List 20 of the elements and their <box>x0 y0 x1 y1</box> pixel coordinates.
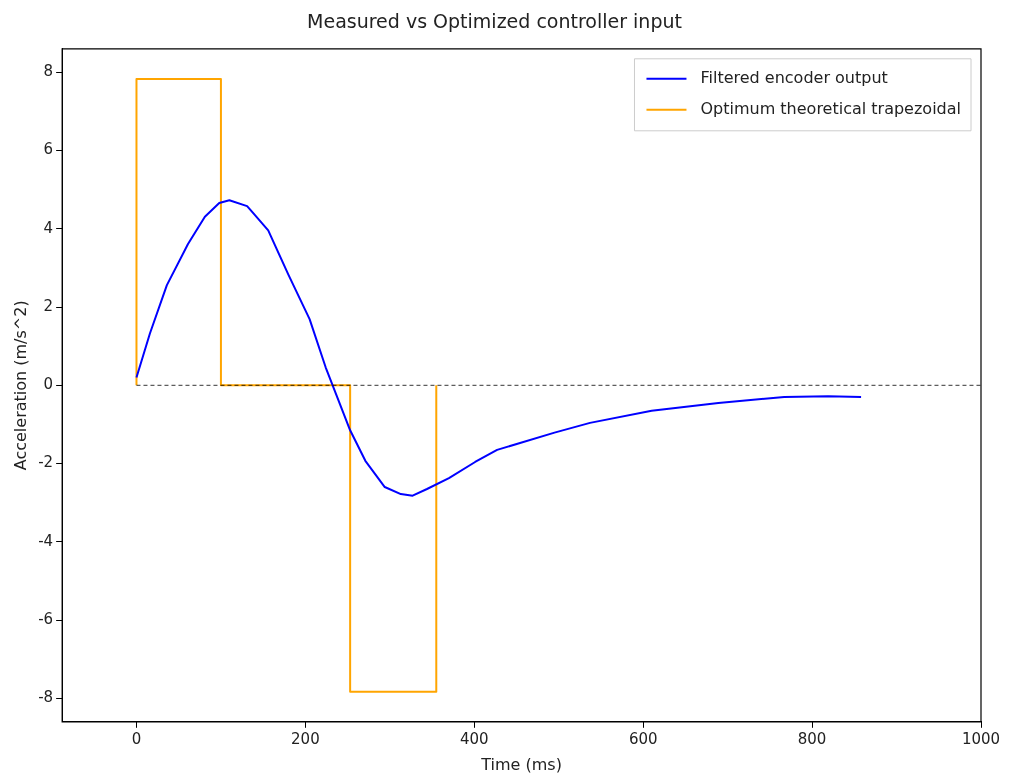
x-axis-title: Time (ms) <box>480 754 562 774</box>
chart-title: Measured vs Optimized controller input <box>307 10 682 33</box>
y-tick-label: -4 <box>38 531 54 550</box>
y-tick-label: 2 <box>43 296 54 315</box>
y-tick-label: 0 <box>43 375 54 394</box>
y-axis-title: Acceleration (m/s^2) <box>10 300 30 471</box>
x-tick-label: 800 <box>797 729 827 748</box>
x-tick-label: 200 <box>291 729 320 748</box>
y-tick-label: 4 <box>43 218 54 237</box>
x-tick-label: 600 <box>628 729 658 748</box>
x-tick-label: 1000 <box>961 729 1001 748</box>
y-tick-label: -6 <box>38 609 54 628</box>
legend-label: Optimum theoretical trapezoidal <box>700 98 961 118</box>
y-tick-label: -8 <box>38 688 54 707</box>
legend-label: Filtered encoder output <box>700 67 888 87</box>
y-tick-label: 8 <box>43 62 54 81</box>
y-tick-label: 6 <box>43 140 54 159</box>
x-tick-label: 400 <box>459 729 489 748</box>
x-tick-label: 0 <box>131 729 142 748</box>
y-tick-label: -2 <box>38 453 54 472</box>
